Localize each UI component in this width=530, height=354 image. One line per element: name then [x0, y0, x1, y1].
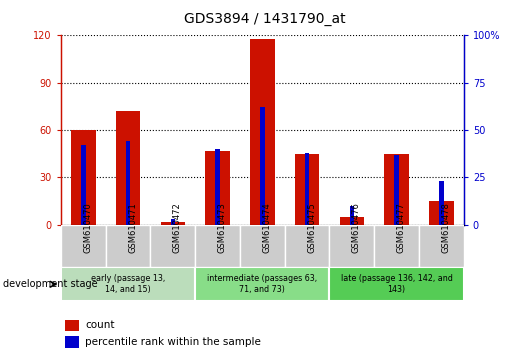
Bar	[81, 145, 85, 225]
Bar	[285, 225, 330, 267]
Bar	[429, 201, 454, 225]
Bar	[394, 155, 399, 225]
Text: GDS3894 / 1431790_at: GDS3894 / 1431790_at	[184, 12, 346, 27]
Bar	[161, 222, 185, 225]
Bar	[240, 225, 285, 267]
Text: percentile rank within the sample: percentile rank within the sample	[85, 337, 261, 347]
Text: late (passage 136, 142, and
143): late (passage 136, 142, and 143)	[341, 274, 453, 294]
Text: GSM610472: GSM610472	[173, 202, 182, 253]
Bar	[116, 111, 140, 225]
Bar	[105, 225, 151, 267]
Bar	[330, 225, 374, 267]
Text: GSM610471: GSM610471	[128, 202, 137, 253]
Text: count: count	[85, 320, 114, 330]
Bar	[419, 225, 464, 267]
Bar	[305, 153, 310, 225]
Bar	[171, 219, 175, 225]
Bar	[151, 225, 195, 267]
Text: GSM610473: GSM610473	[218, 202, 227, 253]
Text: GSM610476: GSM610476	[352, 202, 361, 253]
Text: early (passage 13,
14, and 15): early (passage 13, 14, and 15)	[91, 274, 165, 294]
Bar	[439, 181, 444, 225]
Bar	[195, 267, 330, 301]
Bar	[71, 130, 95, 225]
Bar	[65, 336, 79, 348]
Text: intermediate (passages 63,
71, and 73): intermediate (passages 63, 71, and 73)	[207, 274, 317, 294]
Bar	[205, 150, 230, 225]
Text: GSM610470: GSM610470	[83, 202, 92, 253]
Bar	[250, 39, 275, 225]
Bar	[384, 154, 409, 225]
Text: GSM610474: GSM610474	[262, 202, 271, 253]
Bar	[374, 225, 419, 267]
Text: GSM610475: GSM610475	[307, 202, 316, 253]
Text: GSM610478: GSM610478	[441, 202, 450, 253]
Bar	[330, 267, 464, 301]
Bar	[61, 267, 195, 301]
Text: development stage: development stage	[3, 279, 98, 289]
Bar	[126, 142, 130, 225]
Bar	[260, 107, 264, 225]
Bar	[61, 225, 105, 267]
Bar	[350, 206, 354, 225]
Bar	[65, 320, 79, 331]
Bar	[295, 154, 320, 225]
Text: GSM610477: GSM610477	[396, 202, 405, 253]
Bar	[215, 149, 220, 225]
Bar	[340, 217, 364, 225]
Bar	[195, 225, 240, 267]
